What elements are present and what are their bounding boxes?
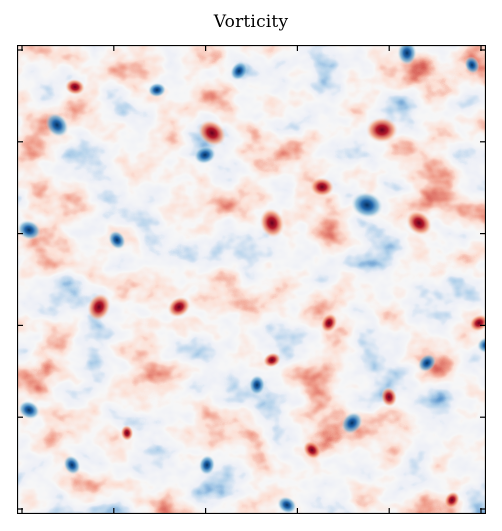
positive-vortex-core <box>198 119 226 147</box>
positive-vortex-core <box>366 117 398 143</box>
negative-vortex-core <box>194 145 216 165</box>
positive-vortex-core <box>469 314 486 332</box>
vorticity-field-image <box>17 45 486 514</box>
positive-vortex-core <box>303 440 321 460</box>
positive-vortex-core <box>259 208 285 238</box>
negative-vortex-core <box>464 56 480 74</box>
axes-frame <box>17 45 486 514</box>
negative-vortex-core <box>230 61 248 81</box>
plot-title: Vorticity <box>213 12 289 32</box>
negative-vortex-core <box>248 375 266 395</box>
negative-vortex-core <box>148 82 166 98</box>
turbulence-texture <box>17 45 486 514</box>
negative-vortex-core <box>341 411 363 435</box>
positive-vortex-core <box>263 352 281 368</box>
positive-vortex-core <box>444 491 460 509</box>
negative-vortex-core <box>17 220 41 240</box>
positive-vortex-core <box>167 296 191 318</box>
negative-vortex-core <box>45 112 69 138</box>
negative-vortex-core <box>417 353 437 373</box>
negative-vortex-core <box>63 455 81 475</box>
positive-vortex-core <box>380 387 398 407</box>
negative-vortex-core <box>198 455 216 475</box>
positive-vortex-core <box>310 177 334 197</box>
negative-vortex-core <box>18 400 40 420</box>
negative-vortex-core <box>397 45 417 65</box>
positive-vortex-core <box>320 313 338 333</box>
axis-ticks <box>17 45 486 514</box>
positive-vortex-core <box>87 293 111 321</box>
vortex-layer <box>17 45 486 514</box>
negative-vortex-core <box>108 230 126 250</box>
negative-vortex-core <box>277 496 297 514</box>
positive-vortex-core <box>406 210 432 236</box>
negative-vortex-core <box>477 336 486 354</box>
positive-vortex-core <box>65 78 85 96</box>
positive-vortex-core <box>120 425 134 441</box>
negative-vortex-core <box>351 191 383 219</box>
vorticity-plot <box>17 45 486 514</box>
